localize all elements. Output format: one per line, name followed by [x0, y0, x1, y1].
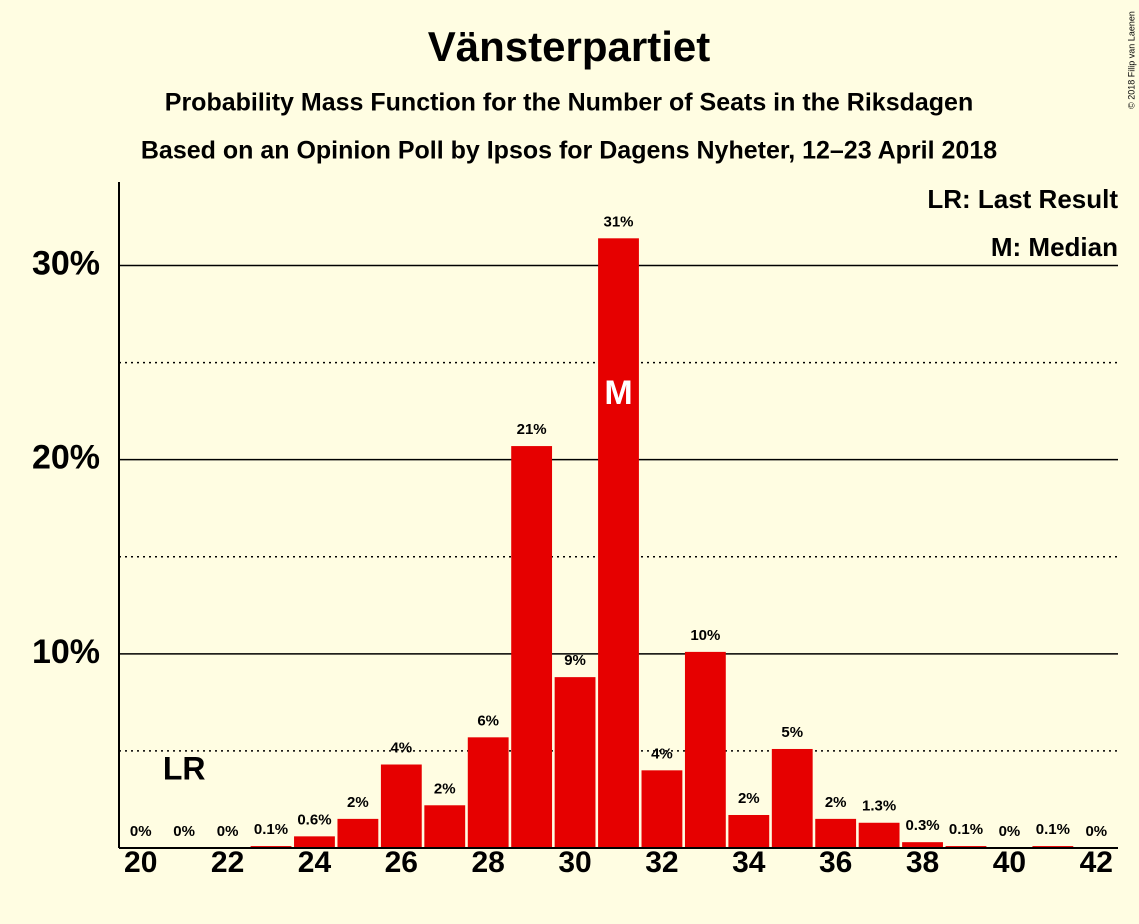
legend-entry: M: Median — [991, 232, 1118, 262]
x-tick-label: 40 — [993, 846, 1026, 879]
value-label: 31% — [603, 213, 633, 230]
value-label: 2% — [825, 794, 847, 811]
value-label: 9% — [564, 652, 586, 669]
value-label: 5% — [781, 724, 803, 741]
bar — [467, 737, 509, 848]
copyright: © 2018 Filip van Laenen — [1126, 11, 1136, 109]
x-tick-label: 36 — [819, 846, 852, 879]
bar — [728, 814, 770, 848]
value-label: 2% — [738, 790, 760, 807]
bar — [598, 238, 639, 849]
x-tick-label: 42 — [1080, 846, 1113, 879]
bar — [337, 818, 379, 848]
value-label: 0.1% — [254, 821, 288, 838]
value-label: 21% — [517, 421, 547, 438]
bar — [641, 770, 683, 848]
x-tick-label: 26 — [385, 846, 418, 879]
value-label: 6% — [477, 712, 499, 729]
value-label: 0% — [999, 823, 1021, 840]
bar — [771, 748, 813, 848]
value-label: 2% — [347, 794, 369, 811]
value-label: 0% — [217, 823, 239, 840]
median-marker: M — [604, 374, 632, 412]
bar — [554, 677, 596, 848]
x-tick-label: 38 — [906, 846, 939, 879]
y-tick-label: 10% — [32, 633, 100, 671]
bar — [815, 818, 857, 848]
value-label: 1.3% — [862, 798, 896, 815]
bar — [858, 822, 900, 848]
legend-entry: LR: Last Result — [927, 184, 1118, 214]
value-label: 0% — [130, 823, 152, 840]
value-label: 0% — [1085, 823, 1107, 840]
value-label: 4% — [390, 739, 412, 756]
value-label: 10% — [690, 627, 720, 644]
value-label: 0.1% — [949, 821, 983, 838]
value-label: 0% — [173, 823, 195, 840]
chart-subtitle: Based on an Opinion Poll by Ipsos for Da… — [141, 137, 997, 165]
value-label: 2% — [434, 780, 456, 797]
bar — [684, 651, 726, 848]
value-label: 0.3% — [905, 817, 939, 834]
x-tick-label: 32 — [645, 846, 678, 879]
bar — [294, 836, 335, 848]
x-tick-label: 24 — [298, 846, 332, 879]
value-label: 0.1% — [1036, 821, 1070, 838]
x-tick-label: 20 — [124, 846, 157, 879]
x-tick-label: 34 — [732, 846, 766, 879]
value-label: 4% — [651, 745, 673, 762]
bar — [380, 764, 422, 848]
y-tick-label: 30% — [32, 244, 100, 282]
y-tick-label: 20% — [32, 439, 100, 477]
bar — [424, 805, 466, 848]
last-result-marker: LR — [163, 750, 206, 786]
chart-subtitle: Probability Mass Function for the Number… — [165, 89, 973, 117]
bar — [902, 842, 943, 848]
value-label: 0.6% — [297, 811, 331, 828]
chart-title: Vänsterpartiet — [428, 23, 710, 70]
x-tick-label: 22 — [211, 846, 244, 879]
x-tick-label: 28 — [472, 846, 505, 879]
x-tick-label: 30 — [558, 846, 591, 879]
bar — [511, 446, 553, 848]
